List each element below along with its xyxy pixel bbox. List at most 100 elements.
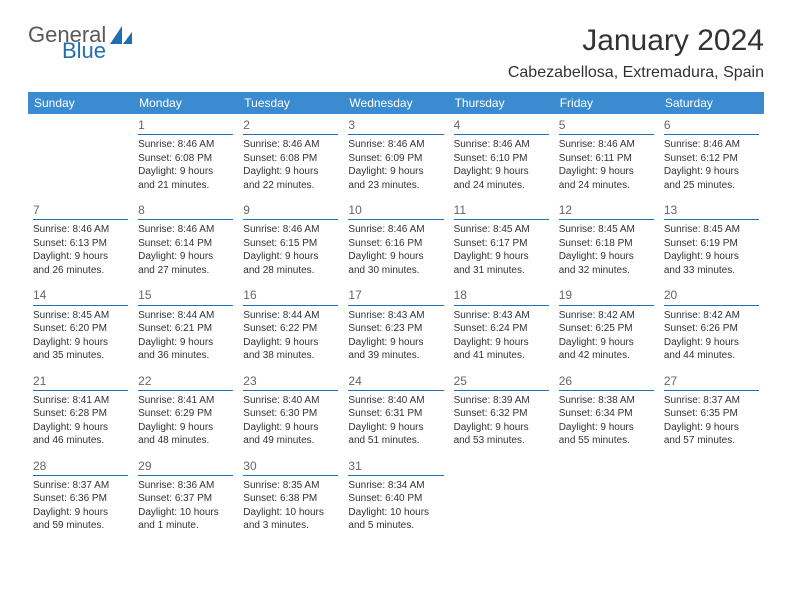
day-number: 3 (348, 117, 443, 135)
day-detail-line: Sunset: 6:23 PM (348, 322, 443, 336)
day-detail-line: Daylight: 9 hours (243, 250, 338, 264)
day-detail-line: Daylight: 10 hours (348, 506, 443, 520)
day-detail-line: Sunset: 6:38 PM (243, 492, 338, 506)
day-number: 6 (664, 117, 759, 135)
calendar-day-cell: 13Sunrise: 8:45 AMSunset: 6:19 PMDayligh… (659, 199, 764, 284)
day-detail-line: and 1 minute. (138, 519, 233, 533)
calendar-day-cell (28, 114, 133, 199)
day-detail-line: and 27 minutes. (138, 264, 233, 278)
day-detail-line: Sunset: 6:37 PM (138, 492, 233, 506)
calendar-week-row: 7Sunrise: 8:46 AMSunset: 6:13 PMDaylight… (28, 199, 764, 284)
calendar-day-cell: 6Sunrise: 8:46 AMSunset: 6:12 PMDaylight… (659, 114, 764, 199)
calendar-day-cell: 3Sunrise: 8:46 AMSunset: 6:09 PMDaylight… (343, 114, 448, 199)
day-detail-line: Daylight: 9 hours (454, 165, 549, 179)
day-number: 29 (138, 458, 233, 476)
day-detail-line: Sunrise: 8:45 AM (33, 309, 128, 323)
day-detail-line: and 32 minutes. (559, 264, 654, 278)
day-detail-line: Daylight: 9 hours (454, 250, 549, 264)
day-detail-line: Sunset: 6:08 PM (138, 152, 233, 166)
day-detail-line: Daylight: 9 hours (138, 336, 233, 350)
day-number: 31 (348, 458, 443, 476)
calendar-day-cell: 18Sunrise: 8:43 AMSunset: 6:24 PMDayligh… (449, 284, 554, 369)
day-detail-line: and 31 minutes. (454, 264, 549, 278)
day-detail-line: Daylight: 9 hours (138, 250, 233, 264)
day-detail-line: Daylight: 10 hours (138, 506, 233, 520)
day-detail-line: Sunrise: 8:36 AM (138, 479, 233, 493)
month-title: January 2024 (508, 24, 764, 58)
day-number: 11 (454, 202, 549, 220)
day-number: 13 (664, 202, 759, 220)
day-detail-line: Sunset: 6:11 PM (559, 152, 654, 166)
day-detail-line: Sunrise: 8:38 AM (559, 394, 654, 408)
day-detail-line: Daylight: 9 hours (33, 336, 128, 350)
day-detail-line: Sunset: 6:17 PM (454, 237, 549, 251)
day-detail-line: Sunset: 6:08 PM (243, 152, 338, 166)
day-header: Friday (554, 92, 659, 114)
day-detail-line: and 25 minutes. (664, 179, 759, 193)
day-detail-line: Sunrise: 8:44 AM (243, 309, 338, 323)
day-detail-line: Daylight: 9 hours (348, 336, 443, 350)
day-number: 5 (559, 117, 654, 135)
day-number: 22 (138, 373, 233, 391)
day-detail-line: Sunrise: 8:45 AM (664, 223, 759, 237)
calendar-day-cell: 16Sunrise: 8:44 AMSunset: 6:22 PMDayligh… (238, 284, 343, 369)
day-detail-line: and 53 minutes. (454, 434, 549, 448)
day-detail-line: Sunrise: 8:45 AM (559, 223, 654, 237)
calendar-day-cell: 4Sunrise: 8:46 AMSunset: 6:10 PMDaylight… (449, 114, 554, 199)
day-detail-line: Sunset: 6:31 PM (348, 407, 443, 421)
day-header: Thursday (449, 92, 554, 114)
day-detail-line: Sunrise: 8:46 AM (559, 138, 654, 152)
day-detail-line: Sunrise: 8:37 AM (33, 479, 128, 493)
calendar-day-cell: 8Sunrise: 8:46 AMSunset: 6:14 PMDaylight… (133, 199, 238, 284)
day-header: Sunday (28, 92, 133, 114)
day-detail-line: and 35 minutes. (33, 349, 128, 363)
day-number: 10 (348, 202, 443, 220)
day-detail-line: Daylight: 9 hours (243, 165, 338, 179)
calendar-day-cell: 17Sunrise: 8:43 AMSunset: 6:23 PMDayligh… (343, 284, 448, 369)
day-number: 20 (664, 287, 759, 305)
calendar-week-row: 1Sunrise: 8:46 AMSunset: 6:08 PMDaylight… (28, 114, 764, 199)
day-number: 2 (243, 117, 338, 135)
day-detail-line: and 36 minutes. (138, 349, 233, 363)
day-detail-line: Sunrise: 8:46 AM (348, 223, 443, 237)
day-detail-line: Daylight: 9 hours (33, 421, 128, 435)
day-detail-line: Sunrise: 8:46 AM (138, 223, 233, 237)
day-detail-line: Sunset: 6:28 PM (33, 407, 128, 421)
day-detail-line: Sunset: 6:15 PM (243, 237, 338, 251)
header: General Blue January 2024 Cabezabellosa,… (28, 24, 764, 82)
calendar-week-row: 21Sunrise: 8:41 AMSunset: 6:28 PMDayligh… (28, 370, 764, 455)
calendar-day-cell: 12Sunrise: 8:45 AMSunset: 6:18 PMDayligh… (554, 199, 659, 284)
day-detail-line: Sunset: 6:32 PM (454, 407, 549, 421)
day-detail-line: Sunset: 6:29 PM (138, 407, 233, 421)
day-detail-line: Sunrise: 8:41 AM (138, 394, 233, 408)
day-detail-line: Sunrise: 8:46 AM (243, 138, 338, 152)
day-detail-line: Daylight: 9 hours (138, 421, 233, 435)
day-detail-line: and 33 minutes. (664, 264, 759, 278)
calendar-day-cell: 27Sunrise: 8:37 AMSunset: 6:35 PMDayligh… (659, 370, 764, 455)
day-detail-line: Sunset: 6:14 PM (138, 237, 233, 251)
day-detail-line: Sunset: 6:13 PM (33, 237, 128, 251)
day-number: 19 (559, 287, 654, 305)
day-number: 25 (454, 373, 549, 391)
day-number: 15 (138, 287, 233, 305)
calendar-week-row: 28Sunrise: 8:37 AMSunset: 6:36 PMDayligh… (28, 455, 764, 540)
day-detail-line: Sunset: 6:24 PM (454, 322, 549, 336)
day-detail-line: Sunset: 6:25 PM (559, 322, 654, 336)
day-number: 14 (33, 287, 128, 305)
day-detail-line: Sunrise: 8:46 AM (138, 138, 233, 152)
day-detail-line: and 48 minutes. (138, 434, 233, 448)
day-detail-line: Daylight: 9 hours (664, 250, 759, 264)
day-detail-line: and 59 minutes. (33, 519, 128, 533)
day-detail-line: Sunset: 6:40 PM (348, 492, 443, 506)
day-number: 28 (33, 458, 128, 476)
day-detail-line: Daylight: 9 hours (664, 165, 759, 179)
day-detail-line: and 51 minutes. (348, 434, 443, 448)
day-detail-line: and 30 minutes. (348, 264, 443, 278)
calendar-day-cell (449, 455, 554, 540)
day-detail-line: Sunrise: 8:39 AM (454, 394, 549, 408)
title-block: January 2024 Cabezabellosa, Extremadura,… (508, 24, 764, 82)
calendar-day-cell: 14Sunrise: 8:45 AMSunset: 6:20 PMDayligh… (28, 284, 133, 369)
calendar-day-cell (659, 455, 764, 540)
calendar-day-cell: 9Sunrise: 8:46 AMSunset: 6:15 PMDaylight… (238, 199, 343, 284)
day-detail-line: and 24 minutes. (454, 179, 549, 193)
